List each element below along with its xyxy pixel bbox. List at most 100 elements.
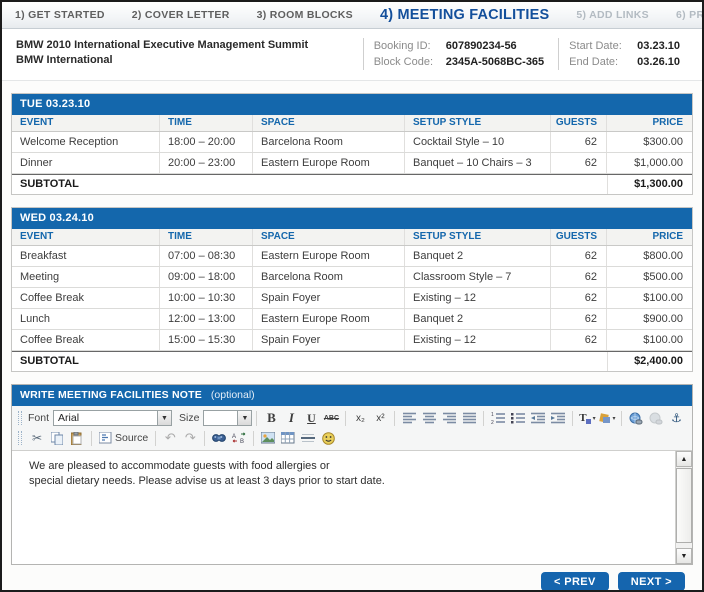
chevron-down-icon[interactable]: ▼ xyxy=(237,411,251,425)
event-subtitle: BMW International xyxy=(16,53,363,68)
block-code-value: 2345A-5068BC-365 xyxy=(446,54,544,70)
size-label: Size xyxy=(179,412,199,424)
block-code-label: Block Code: xyxy=(374,54,446,70)
booking-id-group: Booking ID: 607890234-56 Block Code: 234… xyxy=(363,38,558,70)
remove-link-icon[interactable] xyxy=(647,410,665,427)
day-table: WED 03.24.10EVENTTIMESPACESETUP STYLEGUE… xyxy=(11,207,693,372)
table-row: Welcome Reception18:00 – 20:00Barcelona … xyxy=(12,132,692,153)
table-cell: Existing – 12 xyxy=(405,288,551,308)
column-header-cell: GUESTS xyxy=(551,229,607,245)
chevron-down-icon[interactable]: ▼ xyxy=(157,411,171,425)
table-cell: 15:00 – 15:30 xyxy=(160,330,253,350)
booking-id-label: Booking ID: xyxy=(374,38,446,54)
booking-id-value: 607890234-56 xyxy=(446,38,517,54)
copy-icon[interactable] xyxy=(48,430,66,447)
note-editor-title: WRITE MEETING FACILITIES NOTE xyxy=(20,389,202,401)
find-icon[interactable] xyxy=(210,430,228,447)
tab-get-started[interactable]: 1) GET STARTED xyxy=(15,9,105,21)
undo-icon[interactable]: ↶ xyxy=(161,430,179,447)
subtotal-value: $2,400.00 xyxy=(607,352,692,371)
replace-icon[interactable]: AB xyxy=(230,430,248,447)
toolbar-separator xyxy=(394,411,395,426)
insert-link-icon[interactable] xyxy=(627,410,645,427)
smiley-icon[interactable] xyxy=(319,430,337,447)
scroll-up-icon[interactable]: ▲ xyxy=(676,451,692,467)
underline-icon[interactable]: U xyxy=(302,410,320,427)
note-text-region: We are pleased to accommodate guests wit… xyxy=(12,450,692,564)
toolbar-grip-icon xyxy=(18,431,22,445)
scroll-down-icon[interactable]: ▼ xyxy=(676,548,692,564)
wizard-step-nav: 1) GET STARTED 2) COVER LETTER 3) ROOM B… xyxy=(2,2,702,29)
tab-add-links: 5) ADD LINKS xyxy=(576,9,649,21)
unordered-list-icon[interactable] xyxy=(509,410,527,427)
align-left-icon[interactable] xyxy=(400,410,418,427)
svg-text:2: 2 xyxy=(491,420,494,424)
table-cell: $300.00 xyxy=(607,132,692,152)
font-select[interactable]: Arial ▼ xyxy=(53,410,172,426)
align-justify-icon[interactable] xyxy=(460,410,478,427)
horizontal-rule-icon[interactable] xyxy=(299,430,317,447)
size-select[interactable]: ▼ xyxy=(203,410,252,426)
toolbar-separator xyxy=(91,431,92,446)
superscript-icon[interactable]: x² xyxy=(371,410,389,427)
column-header-cell: TIME xyxy=(160,229,253,245)
align-center-icon[interactable] xyxy=(420,410,438,427)
toolbar-separator xyxy=(345,411,346,426)
table-cell: $100.00 xyxy=(607,288,692,308)
table-cell: 62 xyxy=(551,288,607,308)
note-textarea[interactable]: We are pleased to accommodate guests wit… xyxy=(29,459,666,489)
subtotal-value: $1,300.00 xyxy=(607,175,692,194)
table-cell: 62 xyxy=(551,246,607,266)
subtotal-row: SUBTOTAL$1,300.00 xyxy=(12,174,692,194)
indent-icon[interactable] xyxy=(549,410,567,427)
table-cell: 10:00 – 10:30 xyxy=(160,288,253,308)
tab-meeting-facilities[interactable]: 4) MEETING FACILITIES xyxy=(380,7,549,23)
editor-scrollbar[interactable]: ▲ ▼ xyxy=(675,451,692,564)
scrollbar-thumb[interactable] xyxy=(676,468,692,543)
table-cell: 62 xyxy=(551,267,607,287)
cut-icon[interactable]: ✂ xyxy=(28,430,46,447)
table-cell: Barcelona Room xyxy=(253,267,405,287)
paste-icon[interactable] xyxy=(68,430,86,447)
toolbar-separator xyxy=(253,431,254,446)
table-row: Dinner20:00 – 23:00Eastern Europe RoomBa… xyxy=(12,153,692,174)
prev-button[interactable]: < PREV xyxy=(541,572,609,591)
wizard-footer: < PREV NEXT > xyxy=(11,565,693,591)
redo-icon[interactable]: ↷ xyxy=(181,430,199,447)
next-button[interactable]: NEXT > xyxy=(618,572,685,591)
dates-group: Start Date: 03.23.10 End Date: 03.26.10 xyxy=(558,38,694,70)
table-cell: Eastern Europe Room xyxy=(253,153,405,173)
svg-text:B: B xyxy=(240,439,244,444)
column-header-cell: EVENT xyxy=(12,115,160,131)
toolbar-separator xyxy=(256,411,257,426)
size-select-value xyxy=(204,411,237,425)
column-header-cell: TIME xyxy=(160,115,253,131)
insert-table-icon[interactable] xyxy=(279,430,297,447)
italic-icon[interactable]: I xyxy=(282,410,300,427)
ordered-list-icon[interactable]: 12 xyxy=(489,410,507,427)
table-cell: 62 xyxy=(551,330,607,350)
bold-icon[interactable]: B xyxy=(262,410,280,427)
table-cell: Coffee Break xyxy=(12,330,160,350)
start-date-value: 03.23.10 xyxy=(637,38,680,54)
end-date-label: End Date: xyxy=(569,54,637,70)
align-right-icon[interactable] xyxy=(440,410,458,427)
event-info: BMW 2010 International Executive Managem… xyxy=(16,38,363,68)
event-title: BMW 2010 International Executive Managem… xyxy=(16,38,363,53)
anchor-icon[interactable]: ⚓ xyxy=(667,410,685,427)
table-cell: Cocktail Style – 10 xyxy=(405,132,551,152)
tab-cover-letter[interactable]: 2) COVER LETTER xyxy=(132,9,230,21)
text-color-icon[interactable]: T▾ xyxy=(578,410,596,427)
table-cell: 20:00 – 23:00 xyxy=(160,153,253,173)
outdent-icon[interactable] xyxy=(529,410,547,427)
column-header-cell: PRICE xyxy=(607,229,692,245)
table-cell: 12:00 – 13:00 xyxy=(160,309,253,329)
table-cell: Lunch xyxy=(12,309,160,329)
subscript-icon[interactable]: x₂ xyxy=(351,410,369,427)
editor-toolbar-row-1: Font Arial ▼ Size ▼ B I U ABC xyxy=(16,408,688,428)
tab-room-blocks[interactable]: 3) ROOM BLOCKS xyxy=(257,9,353,21)
strikethrough-icon[interactable]: ABC xyxy=(322,410,340,427)
source-button[interactable]: Source xyxy=(97,430,150,447)
insert-image-icon[interactable] xyxy=(259,430,277,447)
background-color-icon[interactable]: ▾ xyxy=(598,410,616,427)
